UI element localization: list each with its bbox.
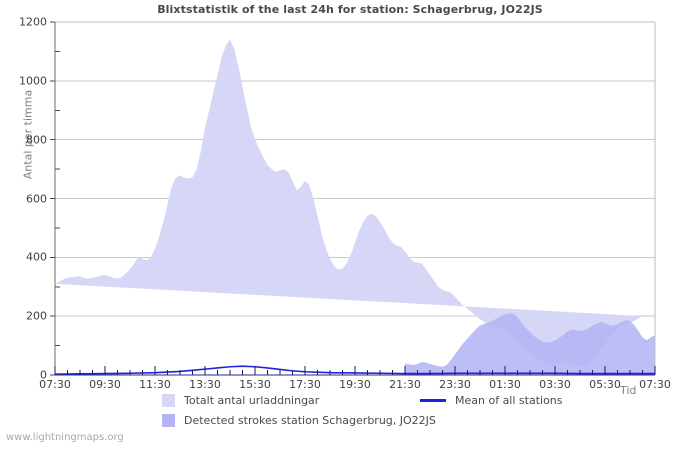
x-tick-label: 19:30 [339,378,371,391]
legend-label-total: Totalt antal urladdningar [184,393,320,407]
area-total-discharges [55,39,643,367]
x-tick-label: 07:30 [39,378,71,391]
x-tick-label: 01:30 [489,378,521,391]
x-tick-label: 11:30 [139,378,171,391]
x-tick-label: 17:30 [289,378,321,391]
chart-title: Blixtstatistik of the last 24h for stati… [157,3,543,16]
area-station-strokes [405,313,655,375]
y-tick-label: 600 [26,192,47,205]
x-tick-label: 07:30 [639,378,671,391]
y-tick-label: 1000 [19,74,47,88]
legend-line-mean [420,398,446,402]
legend-item-station[interactable]: Detected strokes station Schagerbrug, JO… [162,412,436,428]
legend-label-station: Detected strokes station Schagerbrug, JO… [184,413,436,427]
x-tick-label: 09:30 [89,378,121,391]
x-tick-label: 03:30 [539,378,571,391]
x-tick-label: 15:30 [239,378,271,391]
x-tick-label: 21:30 [389,378,421,391]
legend-item-total[interactable]: Totalt antal urladdningar [162,392,319,408]
legend-swatch-total [162,393,175,407]
x-tick-label: 05:30 [589,378,621,391]
x-tick-label: 23:30 [439,378,471,391]
y-tick-label: 1200 [19,15,47,29]
line-mean-all-stations [54,365,655,375]
chart-legend: Totalt antal urladdningar Detected strok… [0,392,700,434]
y-tick-label: 800 [26,133,47,147]
legend-swatch-station [162,413,175,427]
y-tick-label: 0 [40,368,47,382]
x-axis-label: Tid [620,384,637,397]
x-tick-label: 13:30 [189,378,221,391]
footer-credit: www.lightningmaps.org [6,432,124,443]
y-tick-label: 400 [26,250,47,264]
legend-item-mean[interactable]: Mean of all stations [420,392,563,408]
legend-label-mean: Mean of all stations [455,393,563,407]
y-tick-label: 200 [26,309,47,323]
